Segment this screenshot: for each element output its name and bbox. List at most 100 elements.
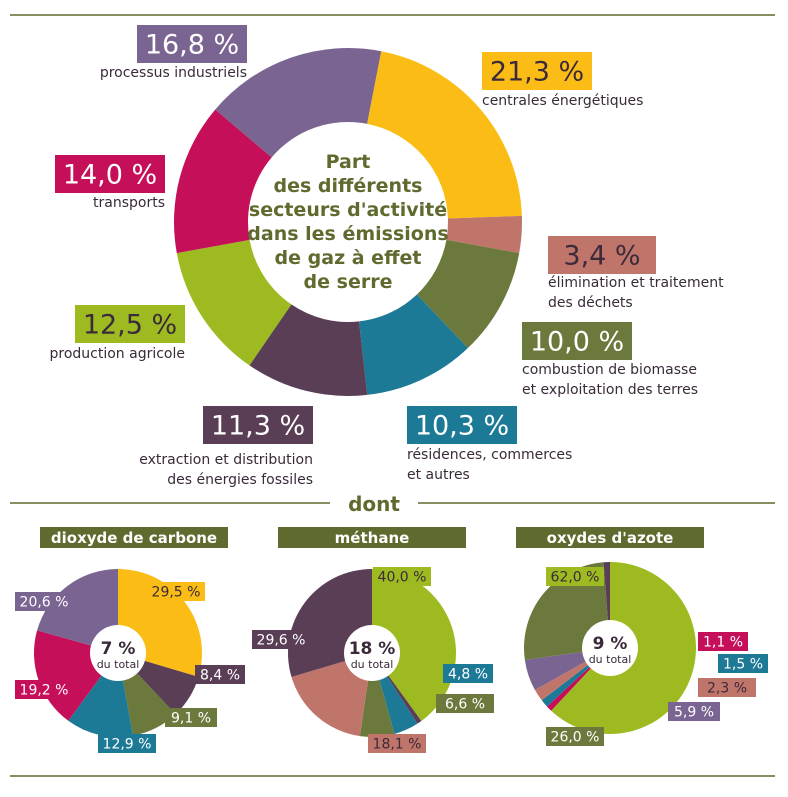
sub-chart-1-pct-4-bg [368,734,426,753]
main-donut-slice-5 [176,239,292,366]
main-donut-slice-7 [215,47,382,158]
dont-label: dont [348,492,400,516]
sub-chart-1-title: méthane [335,529,410,547]
sub-chart-1-slice-0 [372,569,457,721]
sub-chart-0-pct-2-bg [165,708,217,727]
sub-chart-1: méthane 18 %du total 40,0 % 4,8 % 6,6 % 18,1 … [252,527,494,753]
main-label-power-line-0: centrales énergétiques [482,93,643,109]
main-donut-title-line-3: dans les émissions [247,223,448,245]
sub-chart-1-pct-3: 6,6 % [445,697,485,713]
main-pct-residential: 10,3 % [415,411,509,442]
main-pct-residential-bg [407,406,517,444]
sub-chart-1-hole [344,625,400,681]
sub-chart-0-title: dioxyde de carbone [51,529,217,547]
sub-chart-1-slice-3 [359,653,395,738]
sub-chart-2-center-pct: 9 % [593,634,628,654]
sub-chart-0-pct-0: 29,5 % [152,585,201,601]
sub-chart-1-pct-2-bg [443,664,493,683]
sub-chart-0-pct-2: 9,1 % [171,711,211,727]
sub-chart-1-pct-2: 4,8 % [448,667,488,683]
sub-chart-2-pct-1-bg [698,632,748,651]
main-pct-transport-bg [55,155,165,193]
sub-chart-2-pct-0-bg [546,567,604,586]
main-donut-slice-2 [416,239,520,349]
sub-chart-1-center-pct: 18 % [349,639,396,659]
main-pct-biomass: 10,0 % [530,327,624,358]
sub-chart-2-header-bg [516,527,704,548]
main-donut-title-line-0: Part [326,151,371,173]
sub-chart-0-pct-5-bg [15,592,73,611]
main-donut-title-line-4: de gaz à effet [275,247,422,269]
sub-chart-1-pct-4: 18,1 % [373,737,422,753]
sub-chart-2-pct-2: 1,5 % [723,657,763,673]
main-label-residential-line-0: résidences, commerces [407,447,572,463]
sub-chart-1-pct-0: 40,0 % [378,570,427,586]
sub-chart-2-pct-2-bg [718,654,768,673]
sub-chart-0-hole [90,625,146,681]
sub-chart-2-hole [582,620,638,676]
sub-chart-2-title: oxydes d'azote [547,529,674,547]
main-donut-slice-3 [359,294,468,395]
sub-chart-0-center-pct: 7 % [101,639,136,659]
main-label-agri-line-0: production agricole [49,346,185,362]
main-pct-industrial: 16,8 % [145,30,239,61]
main-label-industrial-line-0: processus industriels [100,65,247,81]
main-donut-slice-1 [446,215,522,254]
main-label-waste-line-1: des déchets [548,295,633,311]
sub-chart-1-center-sub: du total [351,658,394,671]
sub-chart-1-pct-0-bg [373,567,431,586]
main-pct-transport: 14,0 % [63,160,157,191]
sub-chart-2-pct-4: 5,9 % [674,705,714,721]
main-pct-power: 21,3 % [490,57,584,88]
sub-chart-0-slice-5 [37,569,118,653]
main-label-fossil-line-0: extraction et distribution [139,452,313,468]
main-label-waste-line-0: élimination et traitement [548,275,724,291]
sub-chart-0-pct-3: 12,9 % [103,737,152,753]
sub-chart-0-center-sub: du total [97,658,140,671]
main-donut-title-line-2: secteurs d'activité [249,199,447,221]
sub-chart-2-pct-3: 2,3 % [707,681,747,697]
sub-chart-2-pct-4-bg [668,702,720,721]
sub-chart-0-pct-1: 8,4 % [200,668,240,684]
main-pct-agri: 12,5 % [83,310,177,341]
main-pct-power-bg [482,52,592,90]
sub-chart-0-pct-3-bg [98,734,156,753]
sub-chart-1-header-bg [278,527,466,548]
sub-chart-2-pct-1: 1,1 % [703,635,743,651]
sub-chart-2-pct-0: 62,0 % [551,570,600,586]
sub-chart-0-pct-4-bg [15,680,73,699]
main-pct-waste: 3,4 % [563,241,640,272]
sub-chart-0-pct-1-bg [195,665,245,684]
main-label-fossil-line-1: des énergies fossiles [167,472,313,488]
main-pct-industrial-bg [137,25,247,63]
sub-chart-0-pct-5: 20,6 % [20,595,69,611]
main-label-biomass-line-0: combustion de biomasse [522,362,697,378]
sub-chart-0-pct-0-bg [147,582,205,601]
sub-chart-2: oxydes d'azote 9 %du total 62,0 % 1,1 % 1,5 … [516,527,768,746]
sub-chart-0-pct-4: 19,2 % [20,683,69,699]
sub-chart-1-slice-4 [291,653,372,737]
main-donut-title-line-5: de serre [304,271,393,293]
sub-chart-2-pct-5-bg [546,727,604,746]
sub-chart-2-pct-5: 26,0 % [551,730,600,746]
sub-chart-0-header-bg [40,527,228,548]
main-pct-fossil: 11,3 % [211,411,305,442]
main-label-biomass-line-1: et exploitation des terres [522,382,698,398]
sub-chart-2-center-sub: du total [589,653,632,666]
main-donut-title-line-1: des différents [274,175,423,197]
sub-chart-1-pct-3-bg [436,694,494,713]
main-donut-slice-4 [249,304,368,396]
sub-chart-2-pct-3-bg [698,678,756,697]
main-pct-agri-bg [75,305,185,343]
sub-chart-1-pct-5: 29,6 % [257,633,306,649]
main-label-transport-line-0: transports [93,195,165,211]
sub-chart-0: dioxyde de carbone 7 %du total 29,5 % 8,4 %… [15,527,245,753]
main-donut-slice-6 [174,109,272,254]
sub-chart-1-pct-5-bg [252,630,310,649]
main-pct-fossil-bg [203,406,313,444]
main-donut-slice-0 [367,51,522,219]
main-pct-waste-bg [548,236,656,274]
